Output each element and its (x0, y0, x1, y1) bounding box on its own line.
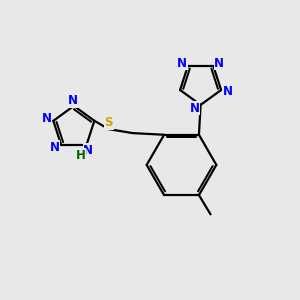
Text: N: N (190, 102, 200, 115)
Text: N: N (68, 94, 78, 107)
Text: S: S (104, 116, 113, 129)
Text: H: H (76, 149, 85, 162)
Text: N: N (223, 85, 233, 98)
Text: N: N (42, 112, 52, 124)
Text: N: N (177, 57, 187, 70)
Text: N: N (214, 57, 224, 70)
Text: N: N (83, 144, 93, 157)
Text: N: N (50, 141, 59, 154)
